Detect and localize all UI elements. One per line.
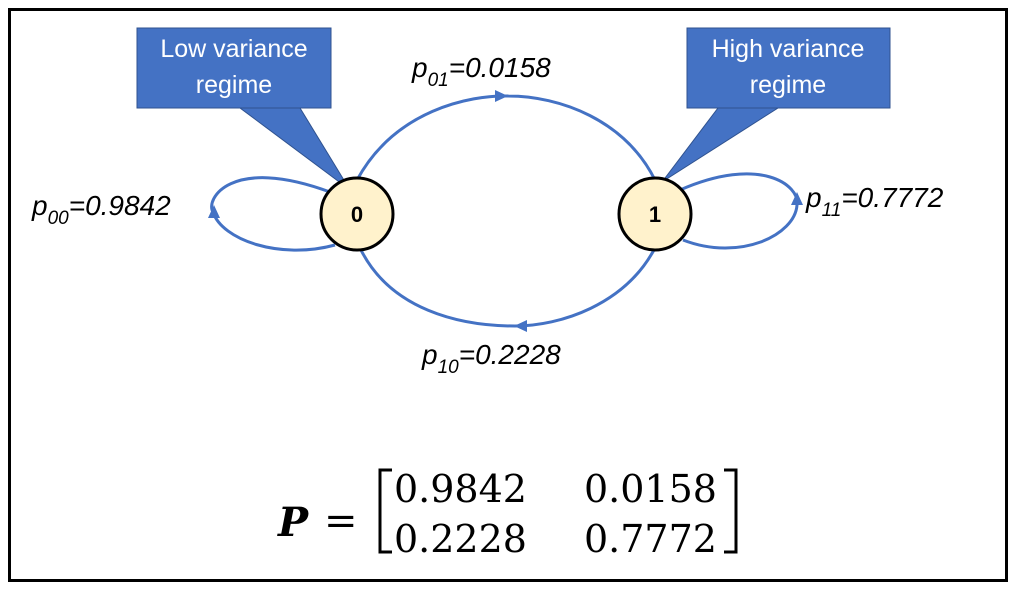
arrow-marker-10 [514,320,527,332]
callout-high-pointer [661,107,780,183]
callout-low-box [136,27,332,109]
callout-low-line2: regime [196,71,272,99]
state-label-1: 1 [649,202,661,227]
label-p10-value: =0.2228 [459,339,561,370]
self-loop-11 [679,172,799,250]
label-p11-sub: 11 [822,200,842,221]
label-p00: p00=0.9842 [31,190,171,229]
callout-high-variance: High variance regime [661,27,891,183]
state-node-0: 0 [319,176,395,252]
callout-low-line1: Low variance [160,35,307,63]
state-label-0: 0 [351,202,363,227]
matrix-cell-r1c0: 0.2228 [394,517,527,561]
label-p01: p01=0.0158 [411,52,551,91]
callout-low-variance: Low variance regime [136,27,351,191]
transition-arc-10 [358,247,657,328]
label-p00-sub: 00 [48,208,70,229]
label-p10: p10=0.2228 [421,339,561,378]
matrix-equals: = [324,498,358,544]
matrix-left-bracket [378,468,392,554]
callout-high-line2: regime [750,71,826,99]
label-p10-prefix: p [421,339,438,370]
label-p01-prefix: p [411,52,428,83]
matrix-cell-r0c1: 0.0158 [584,467,717,511]
matrix-cell-r0c0: 0.9842 [394,467,527,511]
label-p11: p11=0.7772 [805,182,944,221]
transition-matrix: P = 0.9842 0.0158 0.2228 0.7772 [277,467,738,561]
callout-high-line1: High variance [712,35,865,63]
matrix-right-bracket [724,468,738,554]
arrow-marker-01 [495,90,508,102]
label-p01-sub: 01 [428,70,449,91]
transition-arc-01 [355,94,657,181]
label-p00-prefix: p [31,190,48,221]
self-loop-00 [210,176,336,252]
label-p11-prefix: p [805,182,822,213]
arrow-marker-11 [791,192,803,205]
arrow-marker-00 [208,205,220,218]
state-node-1: 1 [617,176,693,252]
matrix-cell-r1c1: 0.7772 [584,517,717,561]
matrix-symbol: P [277,499,310,546]
label-p01-value: =0.0158 [449,52,551,83]
callout-high-box [686,27,891,109]
label-p00-value: =0.9842 [69,190,171,221]
label-p11-value: =0.7772 [841,182,943,213]
label-p10-sub: 10 [438,357,460,378]
